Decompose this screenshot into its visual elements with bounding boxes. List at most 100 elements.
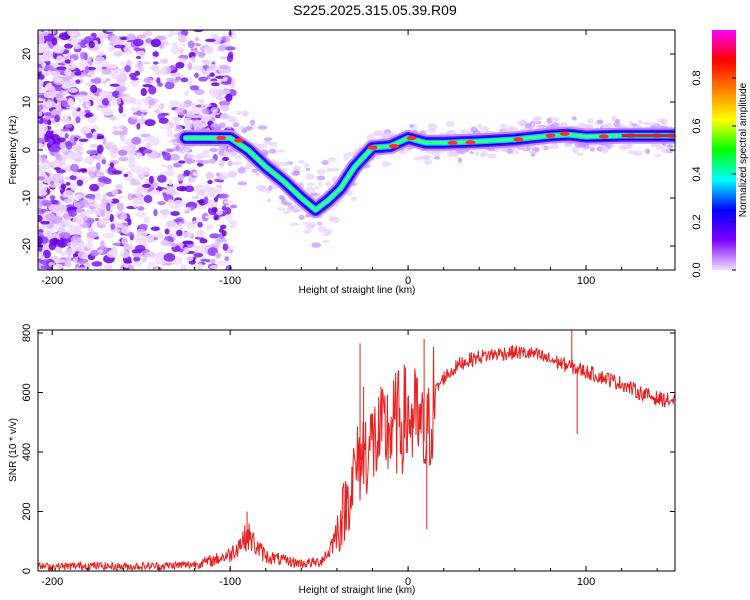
spectrogram-noise-blob — [191, 220, 199, 224]
spectrogram-halo-blob — [316, 175, 326, 181]
spectrogram-halo-blob — [328, 157, 337, 162]
snr-panel: -200 -100 0 100 0 200 400 600 800 Height of str… — [8, 324, 676, 596]
spectrogram-halo-blob — [263, 137, 273, 141]
x-tick-label: -100 — [219, 576, 241, 588]
spectrogram-noise-blob — [67, 30, 79, 37]
spectrogram-noise-blob — [224, 256, 230, 262]
spectrogram-noise-blob — [167, 133, 174, 138]
spectrogram-halo-blob — [583, 143, 590, 149]
spectrogram-halo-blob — [520, 119, 527, 127]
spectrogram-noise-blob — [43, 72, 50, 77]
spectrogram-noise-blob — [180, 77, 189, 83]
x-tick-label: 0 — [405, 576, 411, 588]
spectrogram-noise-blob — [109, 116, 117, 121]
spectrogram-noise-blob — [94, 267, 107, 270]
spectrogram-noise-blob — [122, 126, 128, 135]
spectrogram-noise-blob — [76, 207, 83, 214]
spectrogram-noise-blob — [191, 195, 200, 200]
spectrogram-noise-blob — [169, 121, 174, 129]
spectrogram-noise-blob — [101, 69, 112, 75]
spectrogram-noise-blob — [38, 44, 42, 53]
spectrogram-noise-blob — [53, 86, 64, 92]
spectrogram-noise-blob — [143, 77, 153, 84]
spectrogram-noise-blob — [56, 104, 62, 111]
spectrogram-halo-blob — [257, 143, 268, 148]
spectrogram-noise-blob — [70, 38, 82, 44]
spectrogram-halo-blob — [226, 115, 237, 122]
spectrogram-noise-blob — [194, 37, 200, 42]
spectrogram-halo-blob — [654, 153, 662, 158]
spectrogram-noise-blob — [109, 83, 120, 87]
spectrogram-noise-blob — [103, 217, 110, 222]
spectrogram-noise-blob — [187, 62, 193, 71]
spectrogram-noise-blob — [219, 64, 230, 70]
spectrogram-noise-blob — [148, 85, 157, 95]
spectrogram-halo-blob — [178, 147, 185, 155]
spectrogram-noise-blob — [168, 100, 181, 105]
spectrogram-noise-blob — [209, 63, 218, 72]
spectrogram-noise-blob — [85, 93, 96, 102]
spectrogram-noise-blob — [78, 267, 86, 270]
colorbar-tick-label: 0.4 — [691, 166, 703, 181]
spectrogram-noise-blob — [170, 46, 182, 55]
spectrogram-noise-blob — [64, 133, 69, 139]
spectrogram-halo-blob — [398, 148, 408, 155]
spectrogram-noise-blob — [119, 213, 127, 220]
spectrogram-noise-blob — [221, 205, 227, 211]
spectrogram-halo-blob — [627, 149, 636, 155]
spectrogram-noise-blob — [131, 253, 143, 258]
spectrogram-halo-blob — [666, 144, 674, 148]
spectrogram-noise-blob — [72, 199, 78, 205]
spectrogram-noise-blob — [152, 51, 159, 58]
spectrogram-noise-blob — [187, 40, 195, 49]
spectrogram-noise-blob — [38, 110, 43, 117]
spectrogram-noise-blob — [88, 40, 95, 49]
spectrogram-noise-blob — [76, 216, 84, 225]
spectrogram-noise-blob — [85, 209, 93, 214]
spectrogram-noise-blob — [64, 69, 72, 77]
spectrogram-noise-blob — [215, 96, 225, 101]
spectrogram-halo-blob — [343, 153, 349, 161]
spectrogram-halo-blob — [275, 149, 286, 153]
spectrogram-noise-blob — [222, 156, 230, 162]
spectrogram-noise-blob — [69, 134, 75, 143]
spectrogram-halo-blob — [460, 129, 465, 134]
spectrogram-noise-blob — [192, 171, 198, 177]
spectrogram-noise-blob — [143, 194, 153, 204]
spectrogram-halo-blob — [610, 142, 616, 148]
spectrogram-halo-blob — [318, 181, 323, 187]
spectrogram-noise-blob — [178, 222, 183, 230]
spectrogram-noise-blob — [220, 80, 232, 85]
spectrogram-noise-blob — [42, 249, 51, 259]
spectrogram-noise-blob — [68, 209, 77, 218]
y-tick-label: 0 — [21, 147, 33, 153]
spectrogram-halo-blob — [172, 116, 182, 121]
spectrogram-noise-blob — [64, 248, 76, 256]
spectrogram-noise-blob — [203, 46, 215, 54]
spectrogram-noise-blob — [74, 247, 82, 252]
spectrogram-noise-blob — [230, 84, 236, 89]
spectrogram-hotspot — [559, 131, 570, 136]
spectrogram-noise-blob — [77, 94, 87, 103]
spectrogram-noise-blob — [185, 255, 194, 262]
spectrogram-noise-blob — [171, 42, 178, 48]
spectrogram-noise-blob — [118, 156, 129, 162]
y-tick-label: 0 — [21, 568, 33, 574]
spectrogram-halo-blob — [303, 163, 310, 168]
snr-plot-area — [38, 330, 675, 571]
spectrogram-noise-blob — [47, 120, 52, 126]
spectrogram-noise-blob — [38, 214, 43, 223]
spectrogram-noise-blob — [227, 170, 237, 178]
x-tick-label: 0 — [405, 275, 411, 287]
spectrogram-halo-blob — [645, 148, 651, 155]
spectrogram-noise-blob — [159, 43, 164, 50]
spectrogram-noise-blob — [177, 173, 184, 182]
colorbar-ramp — [712, 30, 736, 270]
snr-y-ticks: 0 200 400 600 800 — [21, 324, 675, 574]
spectrogram-noise-blob — [142, 83, 153, 88]
spectrogram-noise-blob — [163, 186, 176, 194]
spectrogram-noise-blob — [143, 216, 151, 224]
spectrogram-halo-blob — [587, 117, 595, 124]
spectrogram-hotspot — [545, 133, 556, 138]
spectrogram-noise-blob — [225, 265, 233, 270]
